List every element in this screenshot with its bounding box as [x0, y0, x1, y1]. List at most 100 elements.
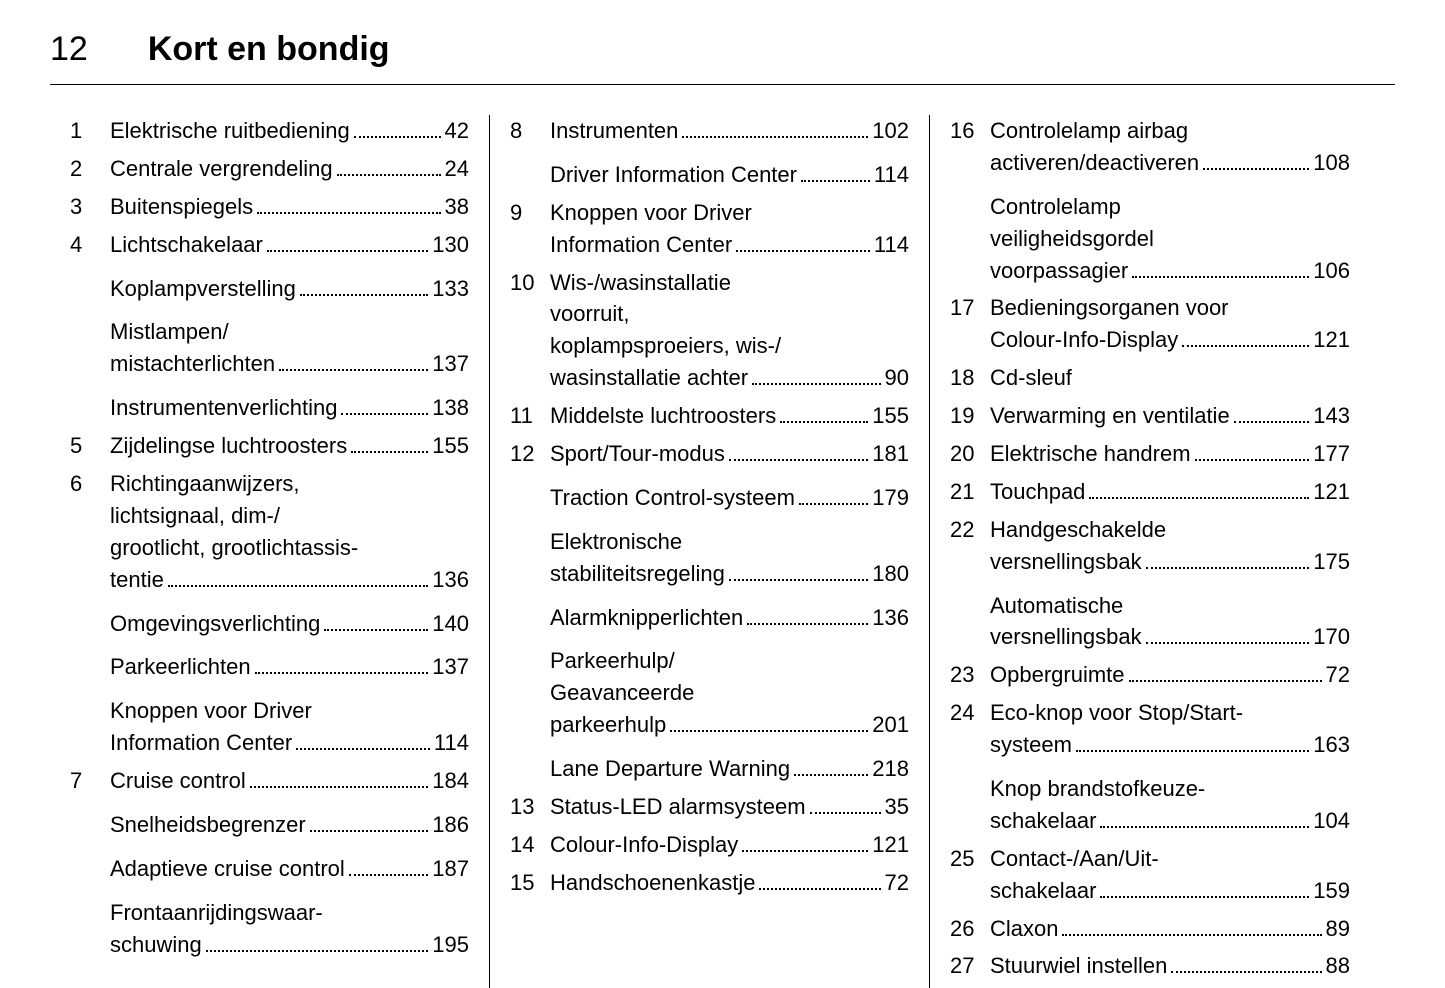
entry-label: Knop brandstofkeuze- [990, 773, 1205, 805]
toc-entry: Automatischeversnellingsbak170 [950, 590, 1350, 654]
entry-label: Buitenspiegels [110, 191, 253, 223]
toc-entry: 15Handschoenenkastje72 [510, 867, 909, 899]
toc-entry: 21Touchpad121 [950, 476, 1350, 508]
entry-body: Eco-knop voor Stop/Start-systeem163 [990, 697, 1350, 761]
entry-line: Buitenspiegels 38 [110, 191, 469, 223]
leader-dots [279, 352, 428, 372]
entry-label: voorruit, [550, 298, 629, 330]
entry-line: schuwing195 [110, 929, 469, 961]
entry-number: 20 [950, 438, 990, 470]
entry-number [70, 695, 110, 759]
leader-dots [752, 365, 880, 385]
entry-body: Elektronischestabiliteitsregeling 180 [550, 526, 909, 590]
entry-page: 177 [1313, 438, 1350, 470]
entry-line: versnellingsbak170 [990, 621, 1350, 653]
leader-dots [1100, 878, 1309, 898]
entry-body: Handgeschakeldeversnellingsbak175 [990, 514, 1350, 578]
entry-label: Cd-sleuf [990, 362, 1072, 394]
toc-column: 16Controlelamp airbagactiveren/deactiver… [930, 115, 1370, 988]
entry-label: Middelste luchtroosters [550, 400, 776, 432]
entry-label: parkeerhulp [550, 709, 666, 741]
entry-page: 130 [432, 229, 469, 261]
entry-page: 140 [432, 608, 469, 640]
toc-entry: 18Cd-sleuf [950, 362, 1350, 394]
entry-line: parkeerhulp201 [550, 709, 909, 741]
entry-number [510, 645, 550, 741]
entry-body: Driver Information Center114 [550, 159, 909, 191]
entry-page: 175 [1313, 546, 1350, 578]
leader-dots [801, 162, 870, 182]
entry-line: grootlicht, grootlichtassis- [110, 532, 469, 564]
toc-entry: 23Opbergruimte72 [950, 659, 1350, 691]
entry-page: 108 [1313, 147, 1350, 179]
entry-label: stabiliteitsregeling [550, 558, 725, 590]
toc-entry: 6Richtingaanwijzers,lichtsignaal, dim-/g… [70, 468, 469, 596]
entry-label: Instrumenten [550, 115, 678, 147]
toc-entry: 26Claxon89 [950, 913, 1350, 945]
entry-body: Lichtschakelaar130 [110, 229, 469, 261]
entry-number: 27 [950, 950, 990, 982]
entry-line: activeren/deactiveren108 [990, 147, 1350, 179]
entry-body: Handschoenenkastje72 [550, 867, 909, 899]
entry-number: 9 [510, 197, 550, 261]
entry-body: Traction Control-systeem179 [550, 482, 909, 514]
leader-dots [1100, 808, 1309, 828]
toc-entry: Adaptieve cruise control187 [70, 853, 469, 885]
leader-dots [1195, 441, 1310, 461]
entry-body: Colour-Info-Display121 [550, 829, 909, 861]
entry-line: voorruit, [550, 298, 909, 330]
entry-label: Parkeerhulp/ [550, 645, 675, 677]
entry-number: 5 [70, 430, 110, 462]
leader-dots [1203, 150, 1309, 170]
entry-label: mistachterlichten [110, 348, 275, 380]
entry-line: Knop brandstofkeuze- [990, 773, 1350, 805]
entry-page: 72 [1326, 659, 1350, 691]
entry-body: Knoppen voor DriverInformation Center114 [550, 197, 909, 261]
leader-dots [1182, 328, 1309, 348]
leader-dots [310, 812, 429, 832]
leader-dots [747, 605, 868, 625]
entry-page: 181 [872, 438, 909, 470]
entry-body: Elektrische ruitbediening42 [110, 115, 469, 147]
entry-label: Elektronische [550, 526, 682, 558]
entry-line: veiligheidsgordel [990, 223, 1350, 255]
entry-label: Traction Control-systeem [550, 482, 795, 514]
entry-number: 13 [510, 791, 550, 823]
entry-number: 17 [950, 292, 990, 356]
entry-label: Parkeerlichten [110, 651, 251, 683]
leader-dots [1234, 403, 1310, 423]
entry-line: Middelste luchtroosters155 [550, 400, 909, 432]
toc-entry: Mistlampen/mistachterlichten137 [70, 316, 469, 380]
entry-page: 186 [432, 809, 469, 841]
leader-dots [354, 118, 441, 138]
toc-entry: Parkeerlichten 137 [70, 651, 469, 683]
entry-line: Elektrische handrem177 [990, 438, 1350, 470]
entry-line: Instrumentenverlichting138 [110, 392, 469, 424]
entry-line: Colour-Info-Display121 [990, 324, 1350, 356]
entry-page: 133 [432, 273, 469, 305]
entry-number [70, 273, 110, 305]
entry-line: Cruise control184 [110, 765, 469, 797]
entry-page: 137 [432, 651, 469, 683]
entry-line: schakelaar159 [990, 875, 1350, 907]
entry-body: Zijdelingse luchtroosters155 [110, 430, 469, 462]
entry-label: Sport/Tour-modus [550, 438, 725, 470]
toc-entry: 24Eco-knop voor Stop/Start-systeem163 [950, 697, 1350, 761]
entry-body: Contact-/Aan/Uit-schakelaar159 [990, 843, 1350, 907]
toc-entry: 22Handgeschakeldeversnellingsbak175 [950, 514, 1350, 578]
entry-number: 8 [510, 115, 550, 147]
entry-page: 38 [445, 191, 469, 223]
entry-body: Wis-/wasinstallatievoorruit,koplampsproe… [550, 267, 909, 395]
entry-line: Information Center114 [110, 727, 469, 759]
entry-line: Parkeerhulp/ [550, 645, 909, 677]
leader-dots [1146, 625, 1310, 645]
entry-body: Centrale vergrendeling24 [110, 153, 469, 185]
leader-dots [1146, 549, 1310, 569]
toc-entry: 19Verwarming en ventilatie143 [950, 400, 1350, 432]
entry-number [950, 191, 990, 287]
entry-page: 180 [872, 558, 909, 590]
entry-line: Driver Information Center114 [550, 159, 909, 191]
entry-number: 23 [950, 659, 990, 691]
entry-body: Controlelamp airbagactiveren/deactiveren… [990, 115, 1350, 179]
leader-dots [324, 611, 428, 631]
